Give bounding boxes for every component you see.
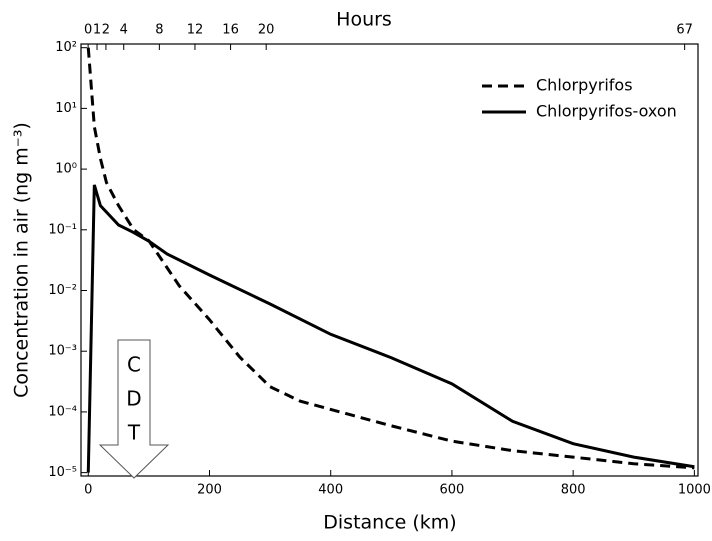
x-tick-label: 0 [84, 483, 92, 498]
y-tick-label: 10⁻⁴ [48, 404, 77, 419]
annotation: C [127, 353, 141, 377]
x2-tick-label: 20 [258, 23, 275, 38]
y-tick-label: 10⁻² [48, 283, 77, 298]
y-tick-label: 10⁻⁵ [48, 465, 77, 480]
y-axis-label: Concentration in air (ng m⁻³) [11, 122, 33, 398]
y-tick-label: 10² [55, 40, 77, 55]
y-tick-label: 10⁰ [55, 162, 77, 177]
plot-frame [80, 43, 699, 477]
x-tick-label: 1000 [678, 483, 711, 498]
y-tick-label: 10⁻¹ [48, 222, 77, 237]
y-tick-label: 10¹ [55, 101, 77, 116]
legend-label: Chlorpyrifos-oxon [536, 102, 677, 121]
x-tick-label: 600 [440, 483, 465, 498]
legend-label: Chlorpyrifos [536, 76, 633, 95]
x2-tick-label: 12 [187, 23, 204, 38]
x-tick-label: 400 [318, 483, 343, 498]
x2-tick-label: 0 [84, 23, 92, 38]
x2-tick-label: 1 [93, 23, 101, 38]
x-axis-label: Distance (km) [323, 512, 456, 534]
x-tick-label: 200 [197, 483, 222, 498]
line [86, 184, 695, 473]
x2-tick-label: 2 [102, 23, 110, 38]
x2-tick-label: 8 [155, 23, 163, 38]
x2-tick-label: 67 [676, 23, 693, 38]
x2-axis-label: Hours [336, 9, 392, 31]
x-tick-label: 800 [561, 483, 586, 498]
annotation: T [127, 421, 141, 445]
x2-tick-label: 16 [222, 23, 239, 38]
x2-tick-label: 4 [120, 23, 128, 38]
line [86, 47, 695, 470]
y-tick-label: 10⁻³ [48, 344, 77, 359]
annotation: D [126, 387, 141, 411]
cdt-arrow [98, 339, 170, 479]
